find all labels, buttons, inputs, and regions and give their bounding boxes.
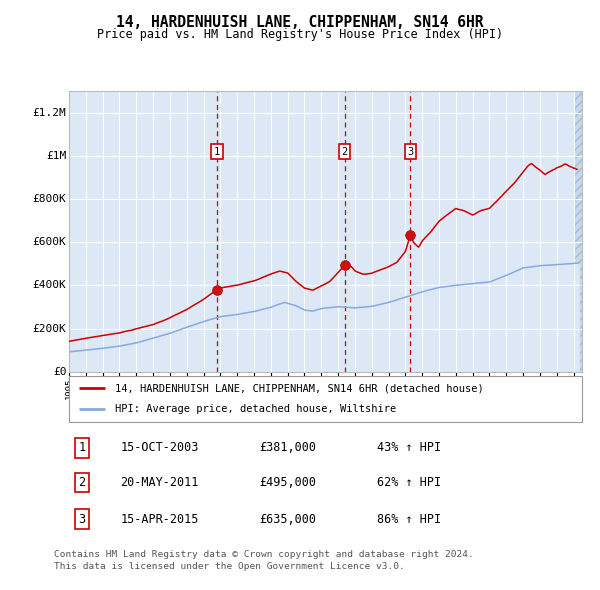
Text: £1.2M: £1.2M bbox=[32, 108, 67, 118]
Text: 15-APR-2015: 15-APR-2015 bbox=[121, 513, 199, 526]
Text: £495,000: £495,000 bbox=[259, 476, 316, 489]
Text: 43% ↑ HPI: 43% ↑ HPI bbox=[377, 441, 441, 454]
Text: 62% ↑ HPI: 62% ↑ HPI bbox=[377, 476, 441, 489]
Text: 14, HARDENHUISH LANE, CHIPPENHAM, SN14 6HR: 14, HARDENHUISH LANE, CHIPPENHAM, SN14 6… bbox=[116, 15, 484, 30]
Text: HPI: Average price, detached house, Wiltshire: HPI: Average price, detached house, Wilt… bbox=[115, 404, 397, 414]
Text: 86% ↑ HPI: 86% ↑ HPI bbox=[377, 513, 441, 526]
Text: 3: 3 bbox=[78, 513, 85, 526]
Text: 15-OCT-2003: 15-OCT-2003 bbox=[121, 441, 199, 454]
Text: 1: 1 bbox=[78, 441, 85, 454]
Text: 3: 3 bbox=[407, 147, 413, 157]
Text: 1: 1 bbox=[214, 147, 220, 157]
Text: This data is licensed under the Open Government Licence v3.0.: This data is licensed under the Open Gov… bbox=[54, 562, 405, 571]
Bar bbox=[574, 91, 582, 372]
Text: £200K: £200K bbox=[32, 323, 67, 333]
Text: 20-MAY-2011: 20-MAY-2011 bbox=[121, 476, 199, 489]
Text: Contains HM Land Registry data © Crown copyright and database right 2024.: Contains HM Land Registry data © Crown c… bbox=[54, 550, 474, 559]
Text: £600K: £600K bbox=[32, 237, 67, 247]
Text: 14, HARDENHUISH LANE, CHIPPENHAM, SN14 6HR (detached house): 14, HARDENHUISH LANE, CHIPPENHAM, SN14 6… bbox=[115, 384, 484, 394]
Text: 2: 2 bbox=[341, 147, 347, 157]
Text: £1M: £1M bbox=[46, 151, 67, 161]
Text: 2: 2 bbox=[78, 476, 85, 489]
Text: £800K: £800K bbox=[32, 194, 67, 204]
Text: £0: £0 bbox=[53, 367, 67, 376]
Text: £635,000: £635,000 bbox=[259, 513, 316, 526]
Text: £381,000: £381,000 bbox=[259, 441, 316, 454]
Text: £400K: £400K bbox=[32, 280, 67, 290]
Text: Price paid vs. HM Land Registry's House Price Index (HPI): Price paid vs. HM Land Registry's House … bbox=[97, 28, 503, 41]
